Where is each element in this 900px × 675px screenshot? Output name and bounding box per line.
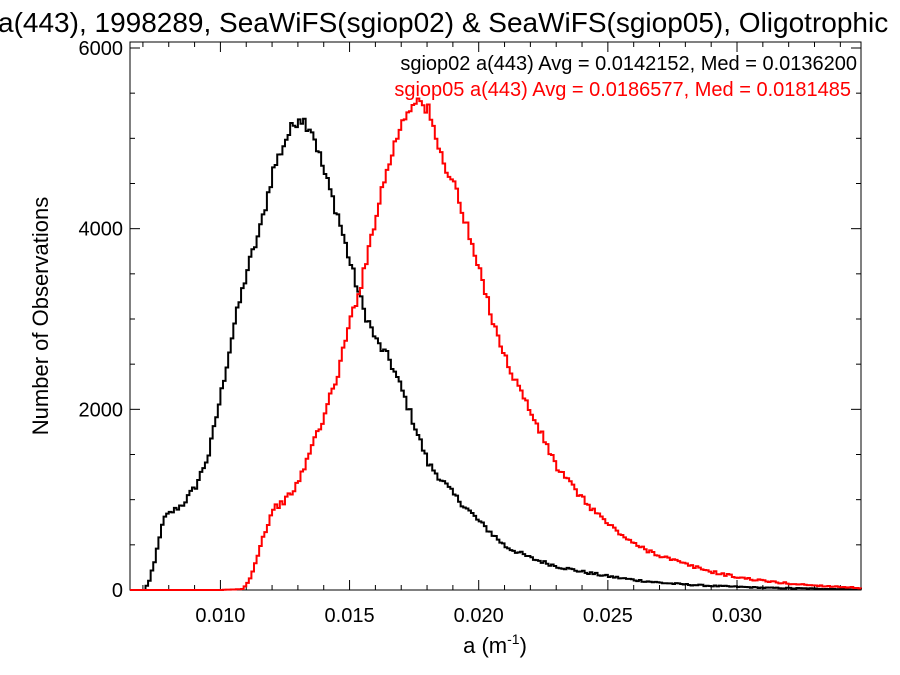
series-sgiop05-histogram (130, 97, 862, 591)
x-tick-label: 0.030 (712, 605, 762, 627)
x-axis-label-main: a (m (463, 633, 507, 658)
x-axis-label-superscript: -1 (507, 631, 520, 647)
annotation-sgiop05: sgiop05 a(443) Avg = 0.0186577, Med = 0.… (394, 79, 851, 101)
annotation-sgiop02: sgiop02 a(443) Avg = 0.0142152, Med = 0.… (400, 53, 857, 75)
plot-frame (129, 41, 862, 591)
y-tick-label: 0 (112, 580, 123, 602)
x-axis-label: a (m-1) (463, 631, 527, 658)
series-sgiop02-histogram (130, 117, 862, 591)
axis-ticks: 0.010 0.015 0.020 0.025 0.030 0 2000 4000 6000 (79, 38, 861, 627)
series-layer (130, 97, 862, 591)
x-axis-label-close: ) (520, 633, 527, 658)
y-tick-label: 6000 (79, 38, 124, 60)
y-axis-label: Number of Observations (28, 197, 53, 435)
y-tick-label: 4000 (79, 219, 124, 241)
x-tick-label: 0.010 (195, 605, 245, 627)
x-tick-label: 0.015 (325, 605, 375, 627)
x-tick-label: 0.020 (454, 605, 504, 627)
x-tick-label: 0.025 (583, 605, 633, 627)
chart-title: a(443), 1998289, SeaWiFS(sgiop02) & SeaW… (0, 7, 888, 38)
y-tick-label: 2000 (79, 399, 124, 421)
